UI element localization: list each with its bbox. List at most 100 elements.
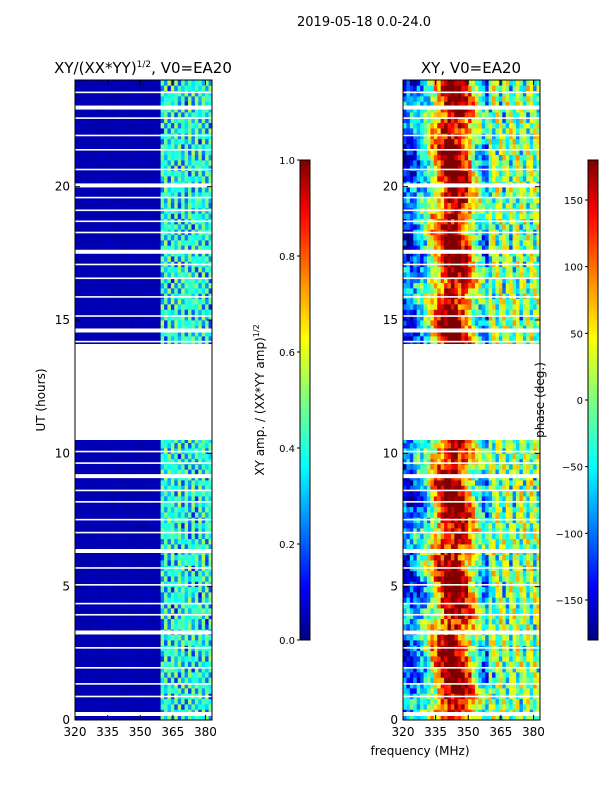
heatmap-cell (88, 560, 93, 566)
heatmap-cell (105, 101, 110, 108)
heatmap-cell (143, 112, 148, 118)
heatmap-cell (105, 672, 110, 678)
heatmap-cell (198, 277, 203, 284)
heatmap-cell (112, 586, 117, 593)
heatmap-cell (177, 570, 182, 577)
heatmap-cell (529, 656, 534, 662)
heatmap-cell (160, 80, 165, 86)
heatmap-cell (461, 624, 466, 630)
heatmap-cell (146, 560, 151, 566)
heatmap-cell (92, 224, 96, 230)
heatmap-cell (170, 234, 175, 241)
heatmap-cell (208, 245, 212, 252)
heatmap-cell (126, 96, 131, 102)
heatmap-cell (198, 576, 203, 582)
heatmap-cell (468, 624, 472, 630)
heatmap-cell (150, 245, 155, 252)
heatmap-cell (181, 672, 185, 678)
heatmap-cell (170, 538, 175, 545)
heatmap-cell (92, 101, 96, 108)
heatmap-cell (409, 624, 414, 630)
heatmap-cell (119, 634, 124, 641)
heatmap-cell (122, 656, 127, 662)
heatmap-cell (105, 576, 110, 582)
heatmap-cell (88, 176, 93, 182)
heatmap-cell (129, 677, 134, 684)
heatmap-cell (184, 613, 189, 620)
heatmap-cell (109, 149, 114, 156)
heatmap-cell (136, 592, 141, 598)
heatmap-cell (109, 224, 114, 230)
heatmap-cell (174, 512, 179, 518)
heatmap-cell (105, 501, 110, 508)
heatmap-cell (174, 576, 179, 582)
heatmap-cell (164, 704, 168, 710)
heatmap-cell (164, 298, 168, 305)
heatmap-cell (440, 624, 445, 630)
heatmap-cell (157, 256, 162, 262)
heatmap-cell (78, 112, 83, 118)
heatmap-cell (119, 714, 124, 720)
heatmap-cell (437, 613, 442, 620)
heatmap-cell (198, 437, 203, 444)
heatmap-cell (75, 160, 79, 166)
heatmap-cell (191, 298, 196, 305)
heatmap-cell (529, 666, 534, 673)
heatmap-cell (146, 186, 151, 193)
heatmap-cell (170, 672, 175, 678)
heatmap-cell (177, 165, 182, 172)
heatmap-cell (150, 661, 155, 668)
heatmap-cell (181, 698, 185, 705)
heatmap-cell (153, 698, 158, 705)
heatmap-cell (75, 592, 79, 598)
heatmap-cell (146, 282, 151, 289)
heatmap-cell (109, 197, 114, 204)
heatmap-cell (95, 677, 100, 684)
heatmap-cell (505, 698, 510, 705)
heatmap-cell (440, 688, 445, 694)
heatmap-cell (92, 661, 96, 668)
heatmap-cell (126, 506, 131, 513)
heatmap-cell (81, 640, 86, 646)
heatmap-cell (208, 288, 212, 294)
heatmap-cell (146, 277, 151, 284)
heatmap-cell (75, 533, 79, 540)
heatmap-cell (191, 245, 196, 252)
heatmap-cell (116, 480, 120, 486)
heatmap-cell (116, 197, 120, 204)
heatmap-cell (129, 501, 134, 508)
heatmap-cell (88, 602, 93, 609)
heatmap-cell (102, 320, 107, 326)
heatmap-cell (109, 277, 114, 284)
heatmap-cell (184, 192, 189, 198)
heatmap-cell (170, 586, 175, 593)
heatmap-cell (194, 117, 199, 124)
heatmap-cell (150, 544, 155, 550)
heatmap-cell (78, 522, 83, 529)
heatmap-cell (85, 101, 90, 108)
heatmap-cell (81, 597, 86, 604)
heatmap-cell (150, 144, 155, 150)
heatmap-cell (526, 634, 531, 641)
heatmap-cell (188, 309, 192, 316)
heatmap-cell (119, 256, 124, 262)
heatmap-cell (157, 314, 162, 321)
heatmap-cell (488, 618, 493, 625)
heatmap-cell (122, 96, 127, 102)
heatmap-cell (160, 464, 165, 470)
heatmap-cell (468, 661, 472, 668)
heatmap-cell (109, 464, 114, 470)
heatmap-cell (102, 480, 107, 486)
heatmap-cell (194, 245, 199, 252)
heatmap-cell (167, 512, 172, 518)
heatmap-cell (140, 234, 144, 241)
heatmap-cell (440, 666, 445, 673)
heatmap-cell (122, 480, 127, 486)
heatmap-cell (160, 677, 165, 684)
heatmap-cell (191, 453, 196, 460)
heatmap-cell (98, 602, 103, 609)
heatmap-cell (177, 80, 182, 86)
heatmap-cell (201, 80, 206, 86)
heatmap-cell (143, 256, 148, 262)
heatmap-cell (98, 453, 103, 460)
